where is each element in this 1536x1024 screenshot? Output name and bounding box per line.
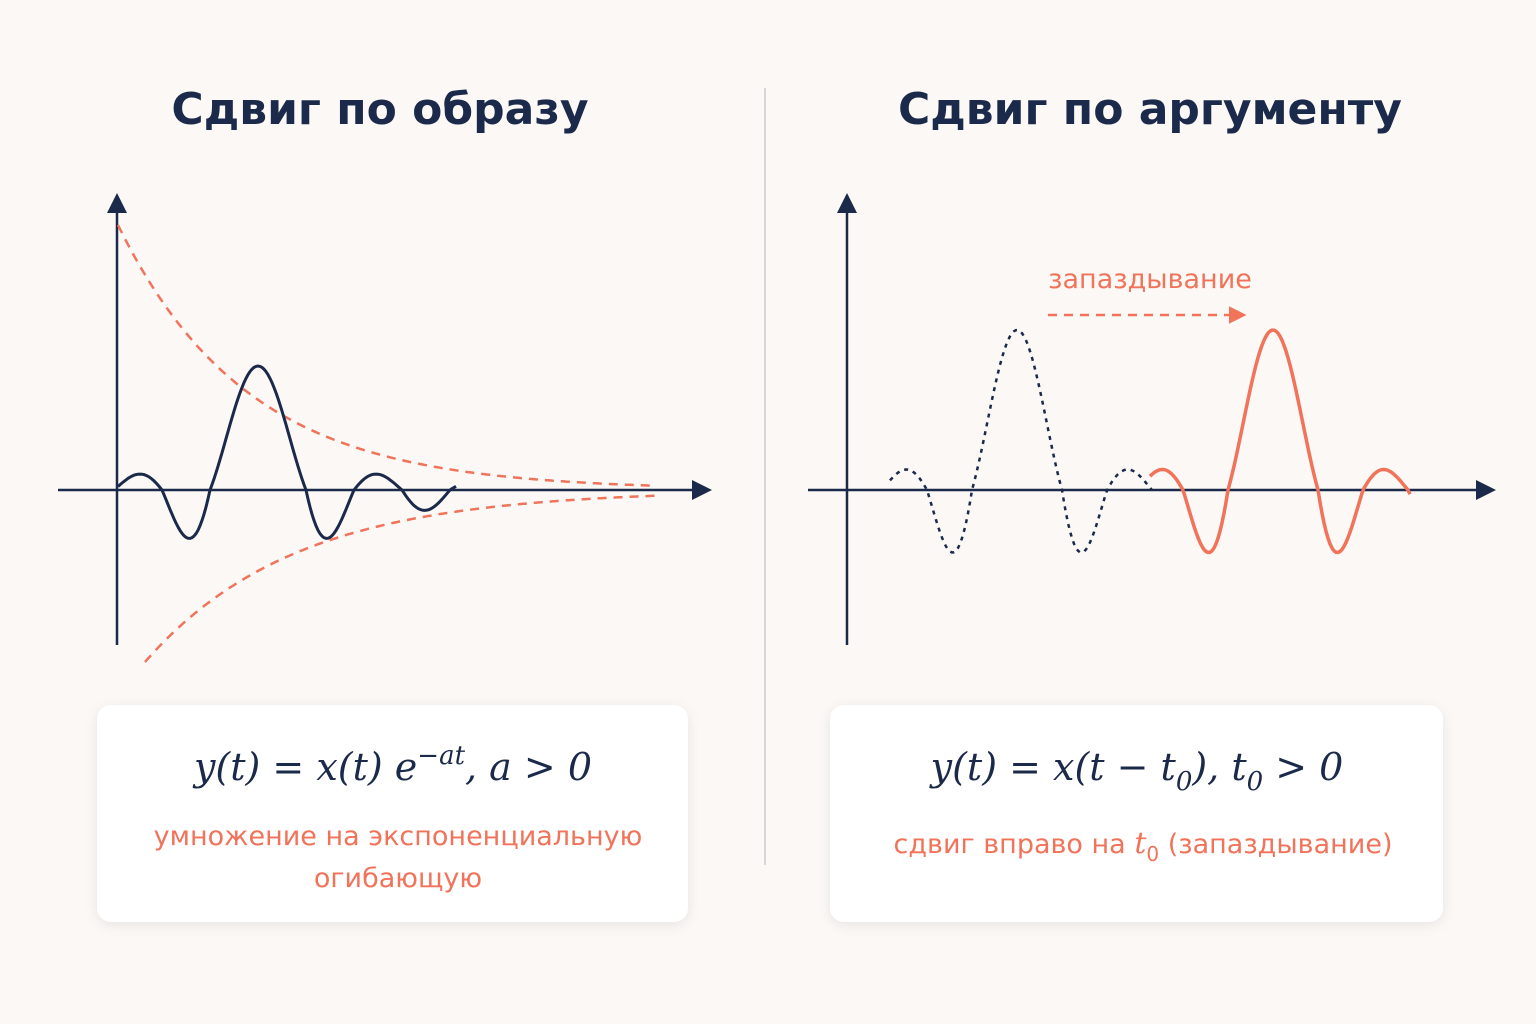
delay-label: запаздывание (1048, 264, 1252, 295)
formula-part: , a > 0 (465, 745, 592, 789)
caption-part: (запаздывание) (1159, 829, 1392, 860)
formula-part: ), t (1191, 745, 1247, 789)
formula-part: y(t) = x(t − t (929, 745, 1177, 789)
left-title: Сдвиг по образу (171, 84, 588, 135)
caption-var: t (1134, 826, 1147, 861)
caption: сдвиг вправо на t0 (запаздывание) (894, 826, 1393, 866)
formula: y(t) = x(t) e−at, a > 0 (192, 741, 592, 789)
formula-card (830, 705, 1443, 922)
caption: огибающую (314, 863, 482, 894)
envelope-upper (116, 224, 657, 488)
formula-sub: 0 (1247, 767, 1264, 797)
formula-sub: 0 (1176, 767, 1193, 797)
envelope-lower (144, 494, 656, 663)
formula-card (97, 705, 688, 922)
damped-signal (116, 364, 457, 540)
caption-sub: 0 (1146, 842, 1159, 866)
formula-part: y(t) = x(t) e (192, 745, 417, 789)
formula-sup: −at (417, 741, 465, 771)
formula: y(t) = x(t − t0), t0 > 0 (929, 745, 1344, 797)
original-signal (889, 328, 1153, 554)
right-title: Сдвиг по аргументу (898, 84, 1402, 135)
shifted-signal (1148, 328, 1412, 555)
caption: умножение на экспоненциальную (154, 821, 643, 852)
caption-part: сдвиг вправо на (894, 829, 1135, 860)
formula-part: > 0 (1263, 745, 1343, 789)
